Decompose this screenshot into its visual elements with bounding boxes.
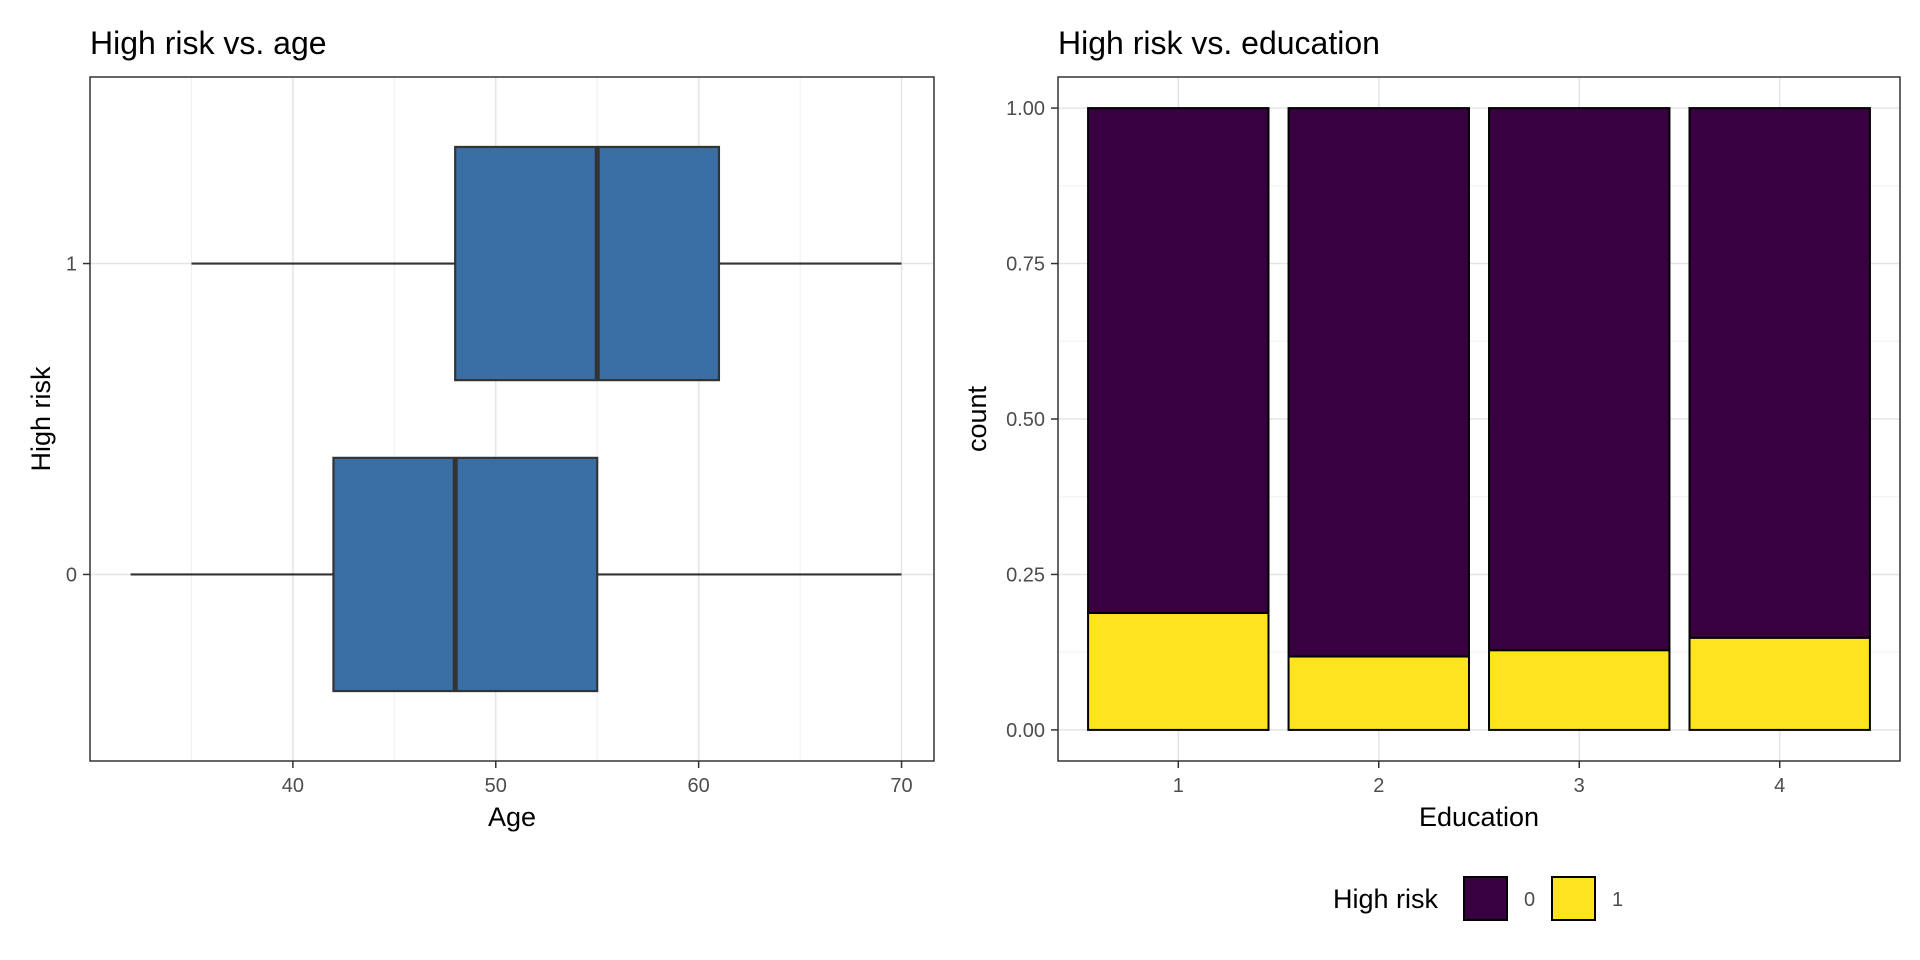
bar-segment-high-risk-0: [1287, 107, 1470, 658]
education-bars: [1087, 107, 1871, 731]
education-plot-title: High risk vs. education: [1058, 25, 1380, 61]
box-iqr: [332, 456, 599, 693]
age-y-axis: 01: [66, 254, 90, 586]
education-x-tick-label: 2: [1373, 775, 1384, 797]
bar-segment-high-risk-0: [1688, 107, 1871, 639]
legend-swatch-1: [1551, 876, 1596, 921]
bar-segment-high-risk-1: [1287, 655, 1470, 731]
education-y-tick-label: 0.50: [1006, 409, 1045, 431]
education-x-axis-title: Education: [1419, 802, 1539, 832]
bar-segment-high-risk-1: [1688, 636, 1871, 731]
education-bar-panel: High risk vs. education 1 2 3 4 0.00 0.25 0.5…: [962, 25, 1901, 832]
age-x-tick-label: 40: [282, 775, 304, 797]
legend-label-0: 0: [1524, 889, 1535, 911]
box-iqr: [454, 145, 721, 382]
education-y-tick-label: 0.25: [1006, 564, 1045, 586]
education-x-tick-label: 1: [1173, 775, 1184, 797]
age-x-axis: 40 50 60 70: [282, 761, 913, 797]
education-y-axis-title: count: [962, 385, 992, 452]
bar-segment-high-risk-0: [1087, 107, 1270, 615]
bar-segment-high-risk-1: [1087, 612, 1270, 731]
education-y-axis: 0.00 0.25 0.50 0.75 1.00: [1006, 98, 1058, 742]
bar-segment-high-risk-0: [1488, 107, 1671, 652]
education-y-tick-label: 1.00: [1006, 98, 1045, 120]
education-x-tick-label: 4: [1774, 775, 1785, 797]
education-y-tick-label: 0.75: [1006, 254, 1045, 276]
age-y-tick-label: 1: [66, 254, 77, 276]
age-plot-border: [89, 76, 935, 762]
age-y-axis-title: High risk: [26, 366, 56, 472]
legend-title: High risk: [1333, 884, 1439, 914]
age-x-tick-label: 70: [890, 775, 912, 797]
bar-segment-high-risk-1: [1488, 649, 1671, 731]
age-boxes: [130, 145, 902, 693]
age-y-tick-label: 0: [66, 564, 77, 586]
education-y-tick-label: 0.00: [1006, 720, 1045, 742]
age-x-tick-label: 50: [485, 775, 507, 797]
age-x-tick-label: 60: [688, 775, 710, 797]
education-x-tick-label: 3: [1574, 775, 1585, 797]
education-x-axis: 1 2 3 4: [1173, 761, 1785, 797]
age-boxplot-panel: High risk vs. age 40 50 60 70 01 Age High r…: [26, 25, 935, 832]
age-plot-title: High risk vs. age: [90, 25, 327, 61]
age-x-axis-title: Age: [488, 802, 536, 832]
legend: High risk 0 1: [1333, 876, 1623, 921]
legend-swatch-0: [1463, 876, 1508, 921]
legend-label-1: 1: [1612, 889, 1623, 911]
